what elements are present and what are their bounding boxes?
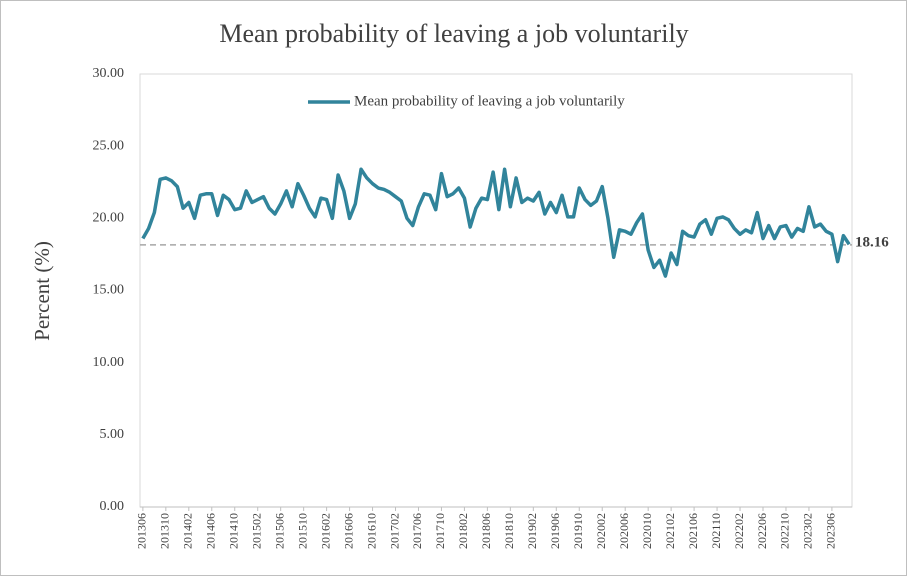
- y-axis-label: Percent (%): [30, 241, 54, 341]
- x-tick-label: 202102: [663, 513, 677, 549]
- x-tick-label: 201610: [364, 513, 378, 549]
- x-tick-label: 201510: [295, 513, 309, 549]
- x-tick-label: 201810: [502, 513, 516, 549]
- x-tick-label: 202306: [824, 513, 838, 549]
- y-tick-label: 5.00: [100, 427, 125, 442]
- x-tick-label: 202106: [686, 513, 700, 549]
- x-tick-label: 201906: [548, 513, 562, 549]
- x-tick-label: 201310: [158, 513, 172, 549]
- x-tick-label: 201802: [456, 513, 470, 549]
- x-tick-label: 202010: [640, 513, 654, 549]
- x-tick-label: 201502: [249, 513, 263, 549]
- x-tick-label: 201410: [226, 513, 240, 549]
- x-tick-label: 201602: [318, 513, 332, 549]
- reference-label: 18.16: [855, 234, 889, 250]
- chart-title: Mean probability of leaving a job volunt…: [219, 19, 688, 48]
- x-tick-label: 202302: [801, 513, 815, 549]
- x-tick-label: 201806: [479, 513, 493, 549]
- x-tick-label: 201910: [571, 513, 585, 549]
- x-tick-label: 201702: [387, 513, 401, 549]
- x-tick-label: 201902: [525, 513, 539, 549]
- legend-label: Mean probability of leaving a job volunt…: [354, 93, 625, 109]
- y-tick-label: 0.00: [100, 499, 125, 514]
- x-tick-label: 202202: [732, 513, 746, 549]
- x-tick-label: 201406: [204, 513, 218, 549]
- x-tick-label: 202210: [778, 513, 792, 549]
- x-tick-label: 202110: [709, 513, 723, 549]
- x-tick-label: 201402: [181, 513, 195, 549]
- x-tick-label: 201506: [272, 513, 286, 549]
- y-tick-label: 15.00: [93, 283, 125, 298]
- x-tick-label: 201706: [410, 513, 424, 549]
- series-line: [141, 167, 851, 278]
- x-tick-label: 201306: [135, 513, 149, 549]
- x-tick-label: 201710: [433, 513, 447, 549]
- x-tick-label: 202002: [594, 513, 608, 549]
- y-tick-label: 20.00: [93, 211, 125, 226]
- x-tick-label: 202006: [617, 513, 631, 549]
- y-tick-label: 10.00: [93, 355, 125, 370]
- y-tick-label: 30.00: [93, 66, 125, 81]
- y-tick-label: 25.00: [93, 138, 125, 153]
- x-tick-label: 201606: [341, 513, 355, 549]
- x-tick-label: 202206: [755, 513, 769, 549]
